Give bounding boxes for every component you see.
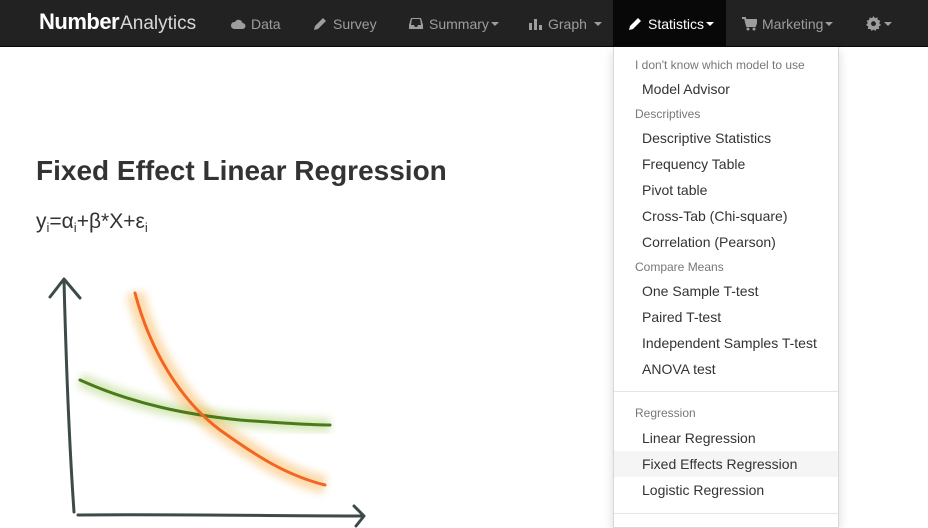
menu-item-linear-regression[interactable]: Linear Regression bbox=[642, 430, 756, 446]
menu-item-anova-test[interactable]: ANOVA test bbox=[642, 361, 716, 377]
nav-data-label: Data bbox=[251, 15, 281, 32]
menu-item-one-sample-t-test[interactable]: One Sample T-test bbox=[642, 283, 759, 299]
brand-logo-part1: Number bbox=[39, 9, 120, 34]
menu-header-descriptives: Descriptives bbox=[635, 107, 701, 121]
nav-survey[interactable]: Survey bbox=[312, 0, 377, 47]
chevron-down-icon bbox=[825, 21, 834, 26]
nav-statistics-label: Statistics bbox=[648, 15, 705, 32]
formula-sub-i: i bbox=[46, 220, 50, 235]
page-title: Fixed Effect Linear Regression bbox=[36, 155, 447, 186]
regression-formula: yi=αi+β*X+εi bbox=[36, 210, 148, 235]
formula-sub-i: i bbox=[73, 220, 77, 235]
x-axis-line bbox=[76, 513, 364, 518]
menu-item-pivot-table[interactable]: Pivot table bbox=[642, 182, 708, 198]
brand-logo-part2: Analytics bbox=[120, 13, 197, 34]
chevron-down-icon bbox=[884, 21, 892, 26]
menu-item-correlation[interactable]: Correlation (Pearson) bbox=[642, 234, 776, 250]
bar-chart-icon bbox=[527, 16, 543, 32]
pencil-icon bbox=[627, 16, 643, 32]
menu-item-frequency-table[interactable]: Frequency Table bbox=[642, 156, 746, 172]
nav-settings[interactable] bbox=[865, 0, 892, 47]
menu-item-descriptive-statistics[interactable]: Descriptive Statistics bbox=[642, 130, 772, 146]
nav-summary[interactable]: Summary bbox=[408, 0, 499, 47]
chevron-down-icon bbox=[490, 21, 499, 26]
nav-statistics[interactable]: Statistics bbox=[613, 0, 726, 47]
nav-summary-label: Summary bbox=[429, 15, 489, 32]
orange-curve-glow bbox=[126, 290, 328, 494]
chevron-down-icon bbox=[706, 21, 715, 26]
top-navbar: Number Analytics Data Survey Summary Gra… bbox=[0, 0, 928, 47]
chevron-down-icon bbox=[593, 21, 602, 26]
formula-alpha: =α bbox=[49, 210, 74, 233]
menu-divider bbox=[614, 391, 838, 392]
menu-item-model-advisor[interactable]: Model Advisor bbox=[642, 81, 730, 97]
y-axis-line bbox=[62, 278, 76, 514]
nav-marketing-label: Marketing bbox=[762, 15, 824, 32]
y-axis-arrowhead bbox=[48, 277, 82, 300]
brand-logo[interactable]: Number Analytics bbox=[39, 9, 196, 37]
formula-beta: +β*X+ε bbox=[76, 210, 145, 233]
regression-illustration bbox=[48, 277, 366, 528]
menu-header-compare-means: Compare Means bbox=[635, 260, 724, 274]
menu-item-logistic-regression[interactable]: Logistic Regression bbox=[642, 482, 765, 498]
statistics-dropdown-menu: I don't know which model to use Model Ad… bbox=[613, 47, 839, 528]
menu-header-regression: Regression bbox=[635, 406, 696, 420]
pencil-icon bbox=[312, 16, 328, 32]
menu-item-fixed-effects-regression[interactable]: Fixed Effects Regression bbox=[614, 451, 838, 477]
nav-marketing[interactable]: Marketing bbox=[741, 0, 834, 47]
nav-data[interactable]: Data bbox=[230, 0, 281, 47]
nav-graph-label: Graph bbox=[548, 15, 587, 32]
cloud-icon bbox=[230, 16, 246, 32]
gear-icon bbox=[865, 16, 881, 32]
nav-graph[interactable]: Graph bbox=[527, 0, 602, 47]
menu-header-unknown: I don't know which model to use bbox=[635, 58, 805, 72]
formula-sub-i: i bbox=[144, 220, 148, 235]
orange-trend-curve bbox=[133, 291, 327, 487]
menu-item-cross-tab[interactable]: Cross-Tab (Chi-square) bbox=[642, 208, 788, 224]
nav-survey-label: Survey bbox=[333, 15, 377, 32]
cart-icon bbox=[741, 16, 757, 32]
menu-item-paired-t-test[interactable]: Paired T-test bbox=[642, 309, 722, 325]
inbox-icon bbox=[408, 16, 424, 32]
formula-y: y bbox=[36, 210, 47, 233]
menu-divider bbox=[614, 513, 838, 514]
green-trend-line bbox=[78, 378, 332, 427]
menu-item-independent-samples-t-test[interactable]: Independent Samples T-test bbox=[642, 335, 817, 351]
x-axis-arrowhead bbox=[352, 504, 366, 528]
